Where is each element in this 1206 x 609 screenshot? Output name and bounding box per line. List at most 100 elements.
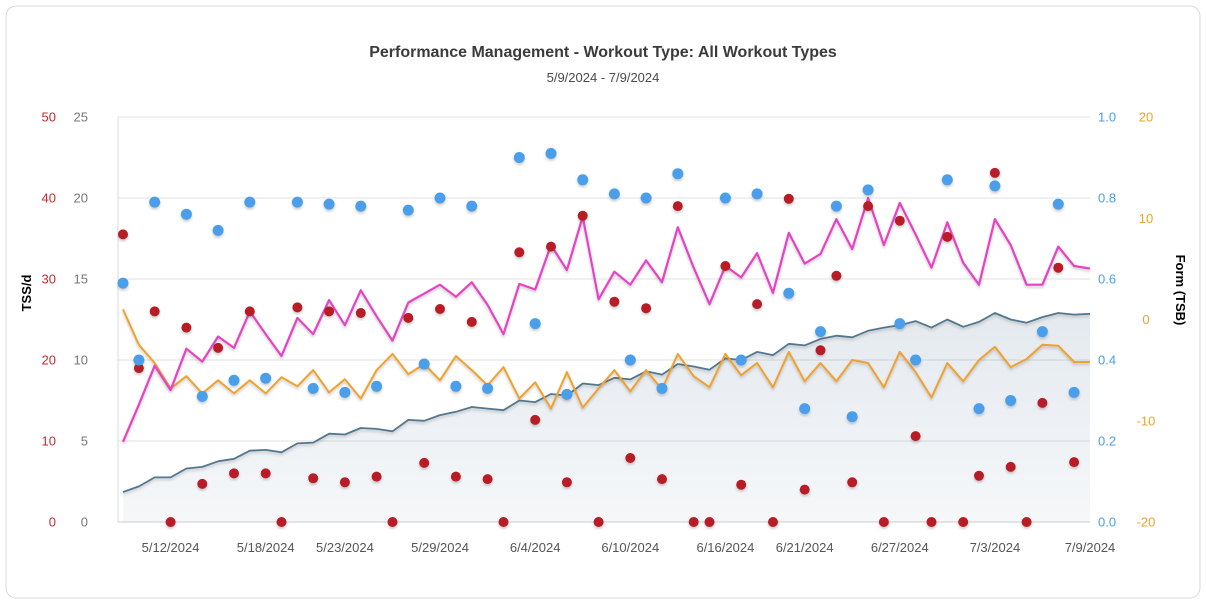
if-point[interactable] [291, 196, 303, 208]
if-point[interactable] [307, 382, 319, 394]
if-point[interactable] [1052, 198, 1064, 210]
if-point[interactable] [830, 200, 842, 212]
if-point[interactable] [910, 354, 922, 366]
tss-point[interactable] [419, 457, 430, 468]
if-point[interactable] [228, 374, 240, 386]
if-point[interactable] [608, 188, 620, 200]
tss-point[interactable] [387, 517, 398, 527]
tss-point[interactable] [213, 342, 224, 353]
if-point[interactable] [149, 196, 161, 208]
tss-point[interactable] [831, 270, 842, 281]
if-point[interactable] [371, 380, 383, 392]
if-point[interactable] [402, 204, 414, 216]
tss-point[interactable] [768, 517, 778, 527]
if-point[interactable] [719, 192, 731, 204]
tss-point[interactable] [324, 306, 335, 317]
tss-point[interactable] [942, 231, 953, 242]
tss-point[interactable] [672, 201, 683, 212]
tss-point[interactable] [1053, 262, 1064, 273]
if-point[interactable] [894, 318, 906, 330]
tss-point[interactable] [783, 193, 794, 204]
if-point[interactable] [545, 147, 557, 159]
tss-point[interactable] [561, 477, 572, 488]
tss-point[interactable] [1069, 457, 1080, 468]
tss-point[interactable] [403, 312, 414, 323]
tss-point[interactable] [641, 303, 652, 314]
tss-point[interactable] [260, 468, 271, 479]
if-point[interactable] [624, 354, 636, 366]
tss-point[interactable] [577, 210, 588, 221]
if-point[interactable] [941, 174, 953, 186]
if-point[interactable] [846, 411, 858, 423]
if-point[interactable] [513, 152, 525, 163]
tss-point[interactable] [974, 470, 984, 481]
if-point[interactable] [1005, 395, 1017, 406]
tss-point[interactable] [149, 306, 160, 317]
if-point[interactable] [180, 208, 192, 220]
tss-point[interactable] [1005, 461, 1016, 472]
tss-point[interactable] [339, 477, 350, 488]
tss-point[interactable] [926, 517, 937, 527]
if-point[interactable] [466, 200, 478, 212]
tss-point[interactable] [165, 517, 176, 527]
tss-point[interactable] [450, 471, 461, 482]
tss-point[interactable] [514, 247, 525, 258]
tss-point[interactable] [292, 302, 303, 313]
tss-point[interactable] [863, 201, 874, 212]
tss-point[interactable] [197, 478, 208, 489]
if-point[interactable] [323, 198, 335, 210]
if-point[interactable] [577, 174, 589, 186]
tss-point[interactable] [752, 299, 763, 310]
if-point[interactable] [450, 380, 462, 392]
tss-point[interactable] [118, 229, 128, 240]
tss-point[interactable] [688, 517, 699, 527]
if-point[interactable] [260, 372, 272, 384]
tss-point[interactable] [133, 363, 144, 374]
if-point[interactable] [529, 318, 541, 330]
if-point[interactable] [640, 192, 652, 204]
tss-point[interactable] [910, 431, 921, 442]
if-point[interactable] [815, 326, 826, 338]
tss-point[interactable] [1037, 397, 1048, 408]
tss-point[interactable] [1021, 517, 1032, 527]
tss-point[interactable] [355, 308, 366, 318]
tss-point[interactable] [482, 474, 493, 485]
if-point[interactable] [862, 184, 874, 196]
tss-point[interactable] [498, 517, 509, 527]
if-point[interactable] [973, 403, 985, 415]
tss-point[interactable] [371, 471, 382, 482]
tss-point[interactable] [593, 517, 604, 527]
tss-point[interactable] [736, 479, 747, 490]
tss-point[interactable] [799, 484, 810, 495]
if-point[interactable] [418, 358, 430, 370]
tss-point[interactable] [308, 473, 319, 484]
tss-point[interactable] [530, 414, 541, 425]
tss-point[interactable] [989, 167, 1000, 178]
if-point[interactable] [656, 382, 668, 394]
if-point[interactable] [339, 386, 351, 398]
tss-point[interactable] [276, 517, 287, 527]
if-point[interactable] [355, 200, 367, 212]
if-point[interactable] [244, 196, 256, 208]
tss-point[interactable] [878, 517, 889, 527]
tss-point[interactable] [181, 322, 192, 333]
if-point[interactable] [783, 287, 795, 299]
tss-point[interactable] [244, 306, 255, 317]
if-point[interactable] [561, 388, 573, 400]
tss-point[interactable] [815, 345, 826, 356]
if-point[interactable] [434, 192, 446, 204]
if-point[interactable] [989, 180, 1001, 192]
if-point[interactable] [212, 224, 224, 236]
if-point[interactable] [1068, 386, 1080, 398]
if-point[interactable] [751, 188, 763, 200]
if-point[interactable] [1036, 326, 1048, 338]
tss-point[interactable] [720, 261, 731, 271]
if-point[interactable] [196, 390, 208, 402]
tss-point[interactable] [609, 296, 620, 307]
tss-point[interactable] [958, 517, 969, 527]
tss-point[interactable] [657, 474, 667, 485]
tss-point[interactable] [435, 304, 445, 314]
tss-point[interactable] [625, 453, 636, 463]
if-point[interactable] [799, 403, 811, 415]
tss-point[interactable] [546, 241, 556, 252]
